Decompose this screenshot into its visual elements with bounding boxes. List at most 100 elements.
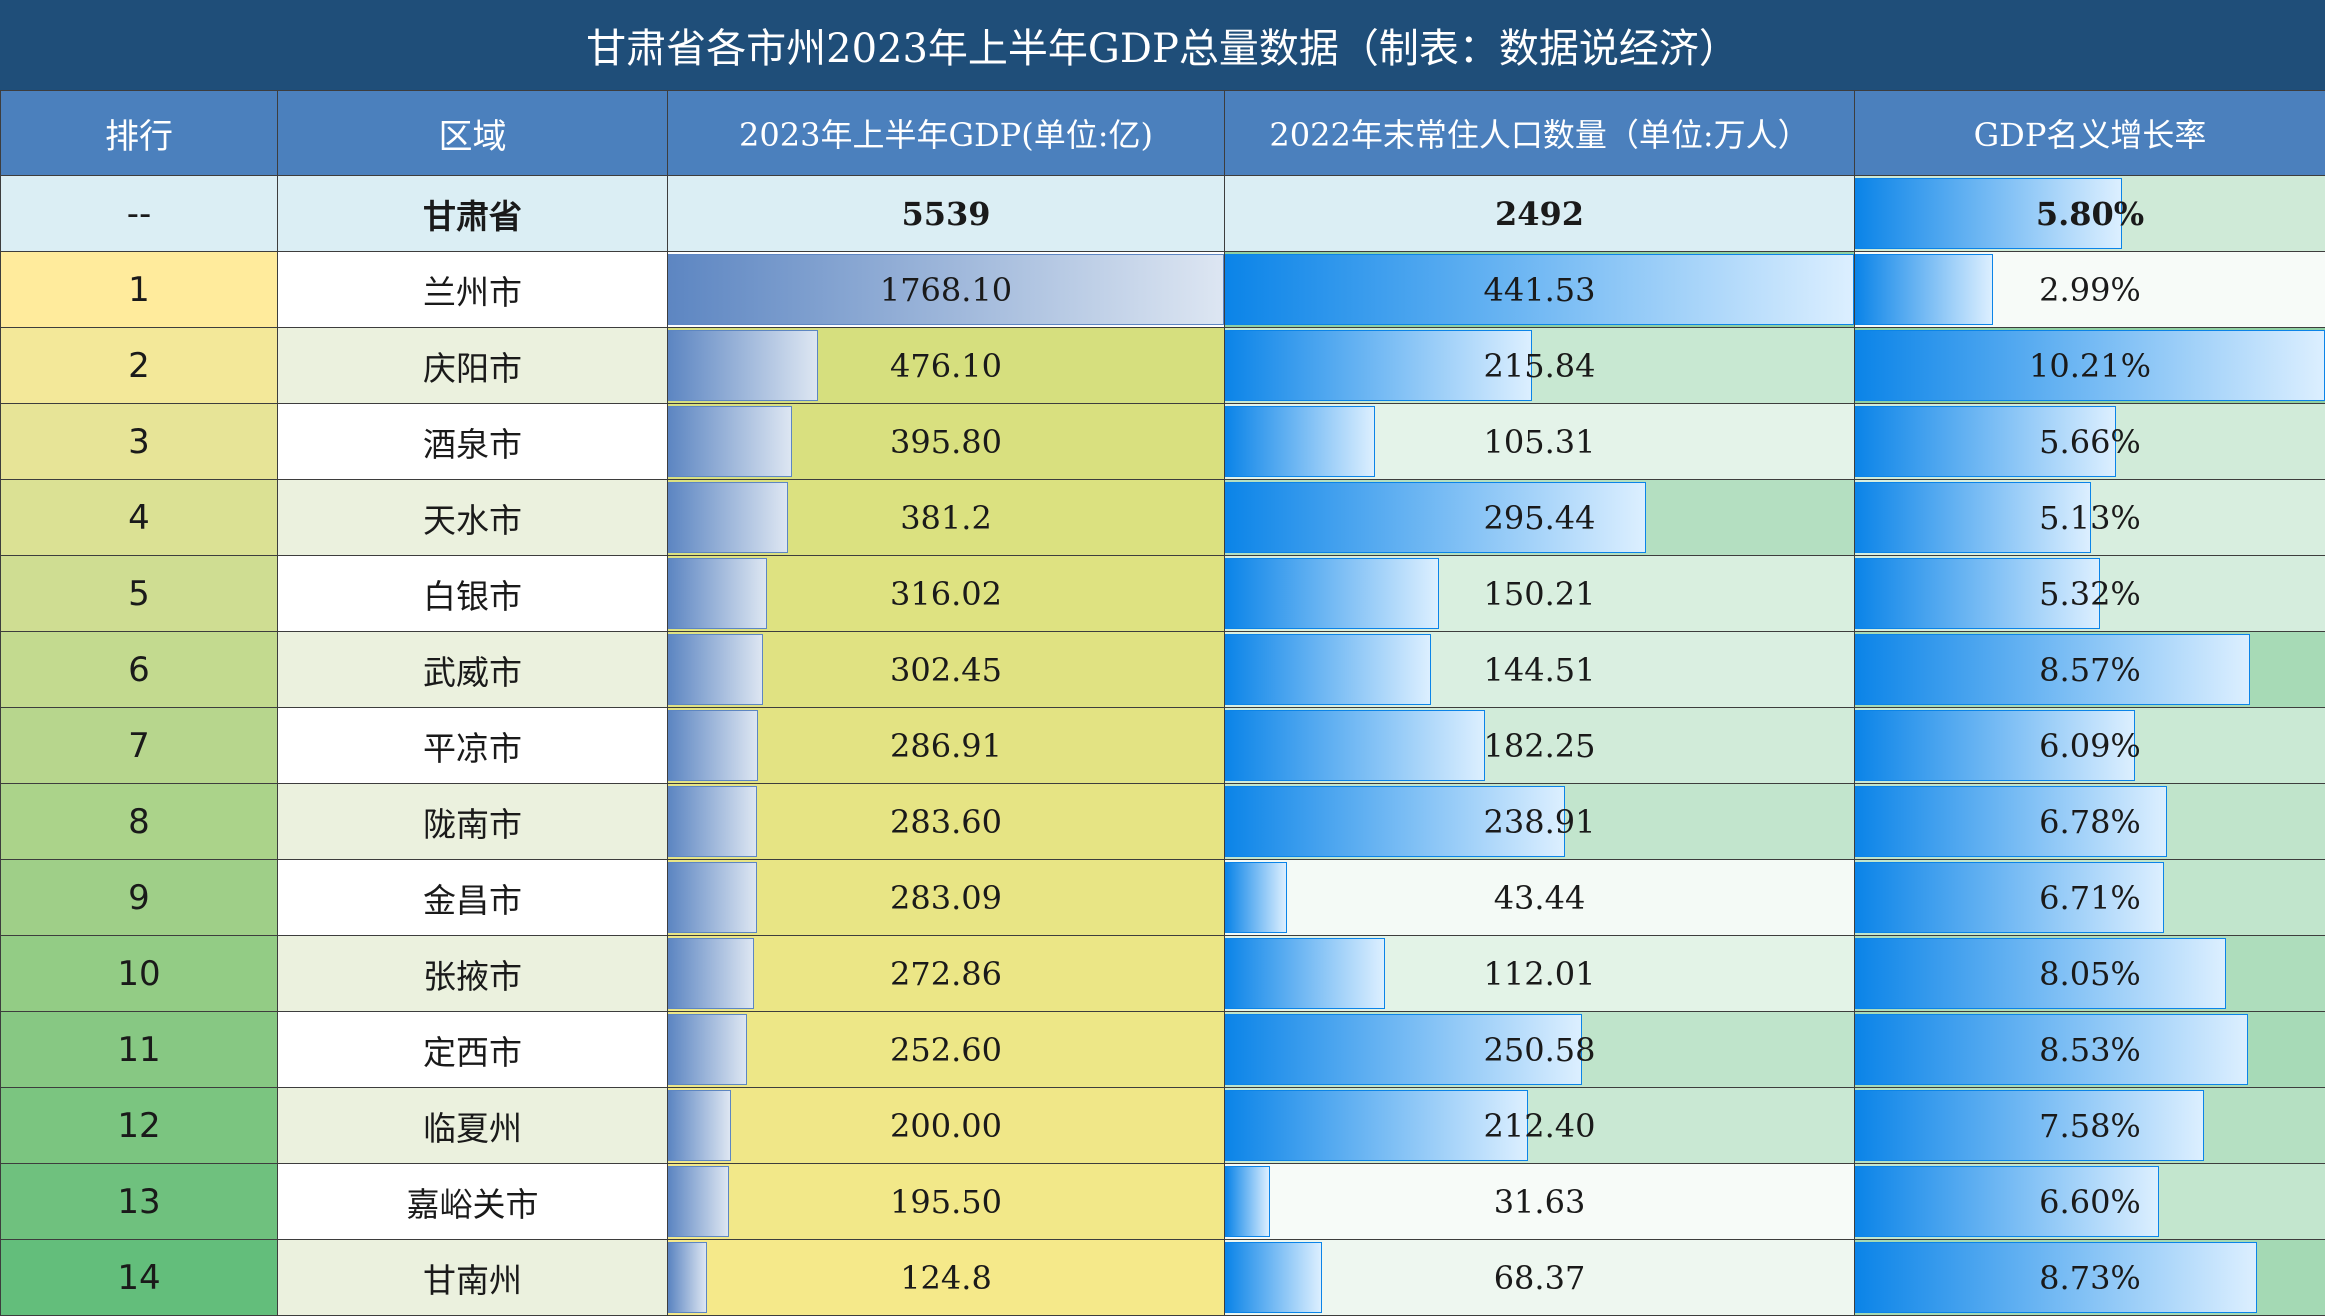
rank-cell: 7 [1, 708, 278, 784]
region-cell: 庆阳市 [278, 328, 668, 404]
growth-value-bar [1855, 254, 1993, 325]
population-value: 68.37 [1494, 1259, 1586, 1297]
gdp-value: 195.50 [890, 1183, 1002, 1221]
gdp-value-cell: 272.86 [668, 936, 1225, 1012]
growth-value-cell: 5.66% [1855, 404, 2325, 480]
gdp-value-cell: 195.50 [668, 1164, 1225, 1240]
gdp-value-bar [668, 786, 757, 857]
gdp-value-cell: 283.60 [668, 784, 1225, 860]
growth-value: 7.58% [2039, 1107, 2141, 1145]
gdp-value: 283.60 [890, 803, 1002, 841]
rank-cell: 14 [1, 1240, 278, 1316]
gdp-value-bar [668, 1166, 729, 1237]
gdp-value-cell: 286.91 [668, 708, 1225, 784]
growth-value: 5.66% [2039, 423, 2141, 461]
header-rank: 排行 [1, 91, 278, 176]
growth-value-cell: 5.32% [1855, 556, 2325, 632]
header-gdp: 2023年上半年GDP(单位:亿) [668, 91, 1225, 176]
gdp-value: 286.91 [890, 727, 1002, 765]
growth-value: 8.57% [2039, 651, 2141, 689]
header-region: 区域 [278, 91, 668, 176]
population-value-bar [1225, 1242, 1322, 1313]
population-value: 250.58 [1484, 1031, 1596, 1069]
region-cell: 临夏州 [278, 1088, 668, 1164]
population-value-cell: 215.84 [1225, 328, 1855, 404]
region-cell: 平凉市 [278, 708, 668, 784]
gdp-value-bar [668, 1090, 731, 1161]
population-value: 182.25 [1484, 727, 1596, 765]
growth-value-cell: 8.73% [1855, 1240, 2325, 1316]
gdp-value-cell: 1768.10 [668, 252, 1225, 328]
growth-value-cell: 8.05% [1855, 936, 2325, 1012]
gdp-value: 200.00 [890, 1107, 1002, 1145]
growth-value: 6.71% [2039, 879, 2141, 917]
gdp-value-bar [668, 1014, 747, 1085]
gdp-value-cell: 316.02 [668, 556, 1225, 632]
population-value-cell: 144.51 [1225, 632, 1855, 708]
population-value-bar [1225, 634, 1431, 705]
growth-value: 8.53% [2039, 1031, 2141, 1069]
population-value-bar [1225, 862, 1287, 933]
growth-value-cell: 8.57% [1855, 632, 2325, 708]
gdp-value-bar [668, 482, 788, 553]
rank-cell: 5 [1, 556, 278, 632]
gdp-value-cell: 381.2 [668, 480, 1225, 556]
growth-value: 6.78% [2039, 803, 2141, 841]
gdp-value-bar [668, 710, 758, 781]
gdp-value-cell: 476.10 [668, 328, 1225, 404]
gdp-value-cell: 302.45 [668, 632, 1225, 708]
growth-value-cell: 6.78% [1855, 784, 2325, 860]
header-population: 2022年末常住人口数量（单位:万人） [1225, 91, 1855, 176]
growth-value-bar [1855, 1090, 2204, 1161]
total-population: 2492 [1225, 176, 1855, 252]
rank-cell: 9 [1, 860, 278, 936]
population-value: 150.21 [1484, 575, 1596, 613]
gdp-value-bar [668, 1242, 707, 1313]
population-value: 43.44 [1494, 879, 1586, 917]
population-value-cell: 150.21 [1225, 556, 1855, 632]
population-value-bar [1225, 1166, 1270, 1237]
growth-value-cell: 2.99% [1855, 252, 2325, 328]
gdp-value-cell: 283.09 [668, 860, 1225, 936]
population-value: 295.44 [1484, 499, 1596, 537]
region-cell: 武威市 [278, 632, 668, 708]
rank-cell: 6 [1, 632, 278, 708]
rank-cell: 12 [1, 1088, 278, 1164]
population-value: 441.53 [1484, 271, 1596, 309]
rank-cell: 2 [1, 328, 278, 404]
region-cell: 陇南市 [278, 784, 668, 860]
growth-value-cell: 7.58% [1855, 1088, 2325, 1164]
growth-value-cell: 6.09% [1855, 708, 2325, 784]
region-cell: 张掖市 [278, 936, 668, 1012]
population-value-cell: 212.40 [1225, 1088, 1855, 1164]
rank-cell: 13 [1, 1164, 278, 1240]
rank-cell: 10 [1, 936, 278, 1012]
region-cell: 嘉峪关市 [278, 1164, 668, 1240]
rank-cell: 11 [1, 1012, 278, 1088]
growth-value: 6.09% [2039, 727, 2141, 765]
gdp-value: 272.86 [890, 955, 1002, 993]
region-cell: 天水市 [278, 480, 668, 556]
population-value-bar [1225, 938, 1385, 1009]
population-value-cell: 295.44 [1225, 480, 1855, 556]
region-cell: 甘南州 [278, 1240, 668, 1316]
region-cell: 兰州市 [278, 252, 668, 328]
total-growth: 5.80% [2036, 195, 2144, 233]
population-value-bar [1225, 1090, 1528, 1161]
gdp-value: 1768.10 [880, 271, 1012, 309]
gdp-value: 316.02 [890, 575, 1002, 613]
population-value: 238.91 [1484, 803, 1596, 841]
population-value: 112.01 [1484, 955, 1596, 993]
growth-value-cell: 8.53% [1855, 1012, 2325, 1088]
gdp-value: 395.80 [890, 423, 1002, 461]
rank-cell: 4 [1, 480, 278, 556]
